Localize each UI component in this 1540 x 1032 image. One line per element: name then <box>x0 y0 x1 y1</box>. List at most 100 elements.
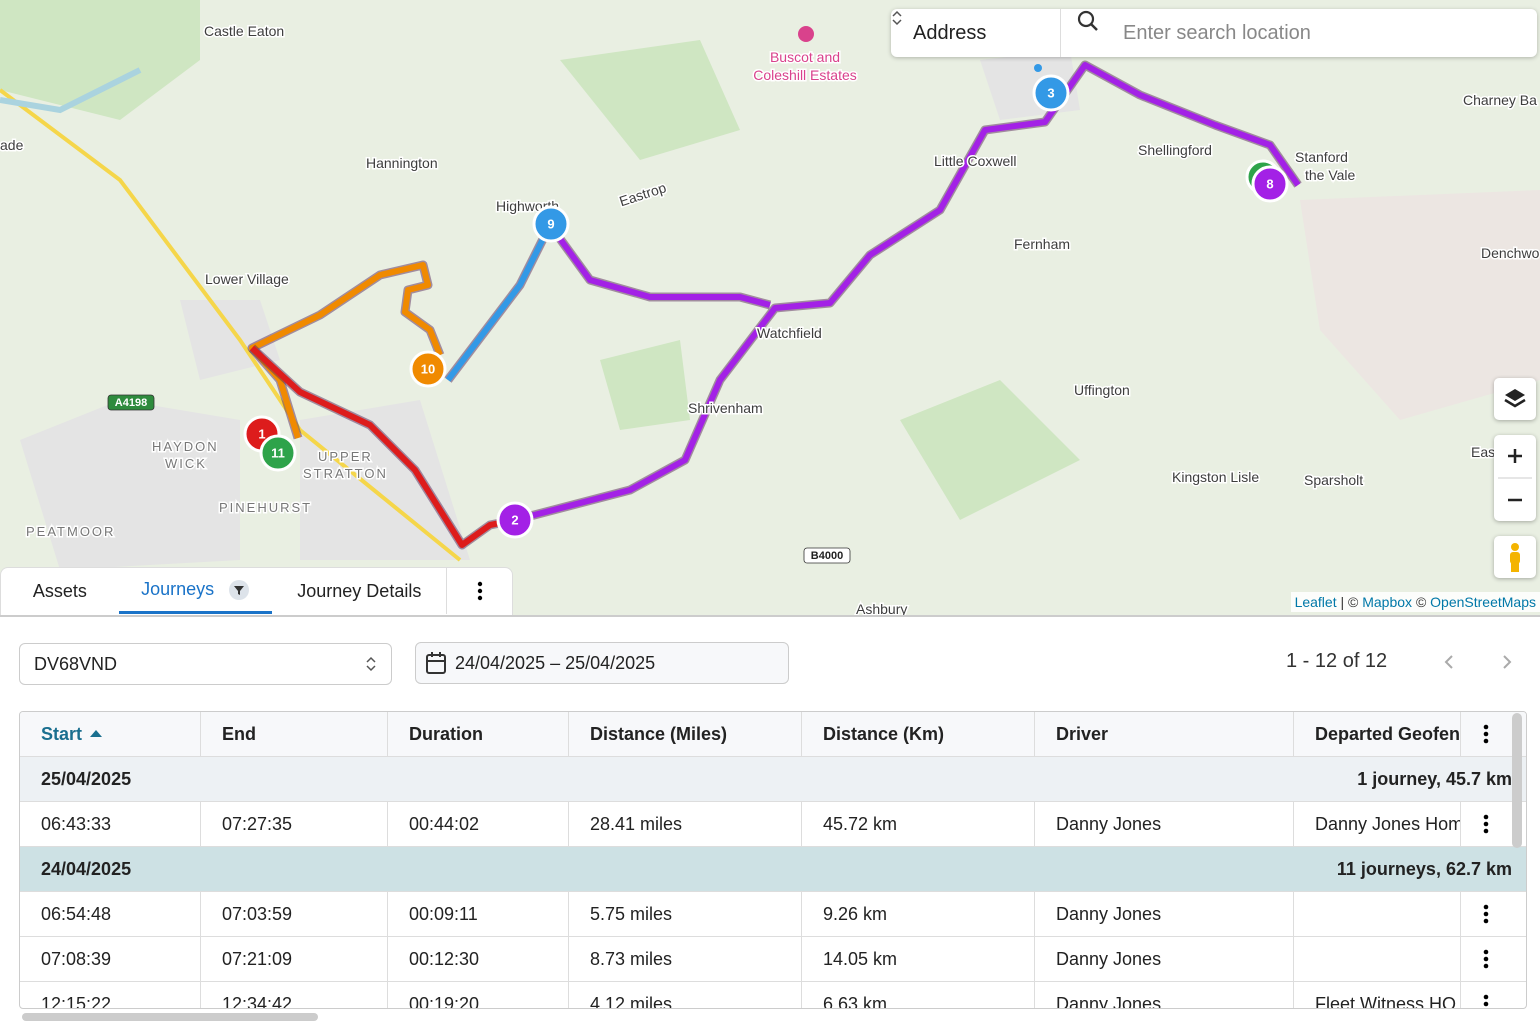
cell: 5.75 miles <box>569 892 802 937</box>
column-header[interactable]: Distance (Miles) <box>569 712 802 757</box>
pegman <box>1510 543 1520 572</box>
marker-dot <box>409 350 447 388</box>
search-input[interactable]: Enter search location <box>1123 21 1311 44</box>
place-label: Lower Village <box>205 271 289 287</box>
road-label: B4000 <box>811 550 843 562</box>
kebab-icon <box>1483 994 1489 1007</box>
journey-marker[interactable]: 11 <box>259 434 297 472</box>
column-header[interactable]: Start <box>20 712 201 757</box>
group-date: 24/04/2025 <box>41 859 132 879</box>
layers-button[interactable] <box>1494 378 1536 420</box>
route <box>249 345 516 548</box>
row-menu[interactable] <box>1461 802 1526 847</box>
column-header[interactable]: Driver <box>1035 712 1294 757</box>
vehicle-value: DV68VND <box>34 653 118 674</box>
cell <box>1294 892 1461 937</box>
cell <box>1294 937 1461 982</box>
journey-marker[interactable]: 2 <box>496 501 534 539</box>
zoom-control <box>1494 435 1536 521</box>
filter-icon <box>229 579 250 600</box>
marker-label: 1 <box>258 427 265 442</box>
marker-dot <box>1032 74 1070 112</box>
place-label: ade <box>0 137 24 153</box>
row-menu[interactable] <box>1461 982 1526 1008</box>
scrollbar[interactable] <box>22 1013 318 1021</box>
marker-label: 3 <box>1047 86 1054 101</box>
cell: Danny Jones <box>1035 937 1294 982</box>
route <box>514 62 1301 523</box>
journey-row: 07:08:39 07:21:09 00:12:30 8.73 miles 14.05 … <box>20 937 1526 982</box>
place-label: the Vale <box>1305 167 1356 183</box>
separator: © <box>1415 594 1427 610</box>
cell: Danny Jones Home <box>1294 802 1461 847</box>
tab[interactable]: Assets <box>32 580 87 601</box>
place-label: Shrivenham <box>688 400 763 416</box>
group-row: 25/04/2025 1 journey, 45.7 km <box>20 757 1526 802</box>
search-icon <box>1077 10 1098 31</box>
vehicle-select[interactable]: DV68VND <box>19 643 392 685</box>
place-label: Eas <box>1471 444 1495 460</box>
journey-marker[interactable]: 9 <box>532 205 570 243</box>
street-view-button[interactable] <box>1494 536 1536 578</box>
pagination-buttons[interactable] <box>1430 642 1530 682</box>
header-row: Start End Duration Distance (Miles) Distance… <box>20 712 1526 757</box>
search-mode[interactable]: Address <box>891 9 1061 57</box>
place-label: Kingston Lisle <box>1172 469 1259 485</box>
column-header[interactable]: Duration <box>388 712 569 757</box>
marker-dot <box>496 501 534 539</box>
column-header[interactable]: Departed Geofence <box>1294 712 1461 757</box>
place-label: Uffington <box>1074 382 1130 398</box>
tab-menu[interactable] <box>446 568 512 614</box>
calendar-icon <box>426 652 446 674</box>
poi-label: Coleshill Estates <box>753 67 857 83</box>
tab-active[interactable]: Journeys <box>118 568 273 614</box>
layers-icon <box>1504 389 1526 408</box>
mapbox-link[interactable]: Mapbox <box>1362 594 1413 610</box>
cell: 00:44:02 <box>388 802 569 847</box>
cell: 00:12:30 <box>388 937 569 982</box>
cell: 00:19:20 <box>388 982 569 1008</box>
column-title: Distance (Km) <box>823 724 945 744</box>
row-menu[interactable] <box>1461 937 1526 982</box>
separator: | © <box>1340 594 1359 610</box>
group-row: 24/04/2025 11 journeys, 62.7 km <box>20 847 1526 892</box>
journey-marker[interactable]: 10 <box>409 350 447 388</box>
journey-marker[interactable]: 8 <box>1251 165 1289 203</box>
search-bar: Address Enter search location <box>891 9 1537 57</box>
date-range-picker[interactable]: 24/04/2025 – 25/04/2025 <box>415 642 789 684</box>
column-header[interactable]: Distance (Km) <box>802 712 1035 757</box>
cell: 6.63 km <box>802 982 1035 1008</box>
osm-link[interactable]: OpenStreetMaps <box>1430 594 1536 610</box>
route-casing <box>546 222 772 310</box>
place-label: Castle Eaton <box>204 23 284 39</box>
cell: 06:54:48 <box>20 892 201 937</box>
map[interactable]: Castle Eaton ade Hannington Lower Village Hi… <box>0 0 1540 615</box>
leaflet-link[interactable]: Leaflet <box>1294 594 1337 610</box>
cell: 9.26 km <box>802 892 1035 937</box>
chevron <box>892 10 902 26</box>
row-menu[interactable] <box>1461 712 1526 757</box>
place-label: WICK <box>165 456 207 471</box>
tab-label: Journeys <box>141 579 215 599</box>
cell: 07:27:35 <box>201 802 388 847</box>
journey-row: 12:15:22 12:34:42 00:19:20 4.12 miles 6.63 k… <box>20 982 1526 1008</box>
cell: 45.72 km <box>802 802 1035 847</box>
tab[interactable]: Journey Details <box>297 580 422 601</box>
cell: 07:03:59 <box>201 892 388 937</box>
v-scrollbar[interactable] <box>1512 713 1522 848</box>
row-menu[interactable] <box>1461 892 1526 937</box>
cell: 28.41 miles <box>569 802 802 847</box>
kebab-icon <box>1483 724 1489 744</box>
column-title: Duration <box>409 724 483 744</box>
journey-marker[interactable]: 3 <box>1032 74 1070 112</box>
column-header[interactable]: End <box>201 712 388 757</box>
road-badge <box>803 547 851 564</box>
cell: 00:09:11 <box>388 892 569 937</box>
place-label: Hannington <box>366 155 438 171</box>
journey-row: 06:54:48 07:03:59 00:09:11 5.75 miles 9.26 k… <box>20 892 1526 937</box>
route <box>547 223 771 308</box>
cell: 12:15:22 <box>20 982 201 1008</box>
marker-dot <box>532 205 570 243</box>
